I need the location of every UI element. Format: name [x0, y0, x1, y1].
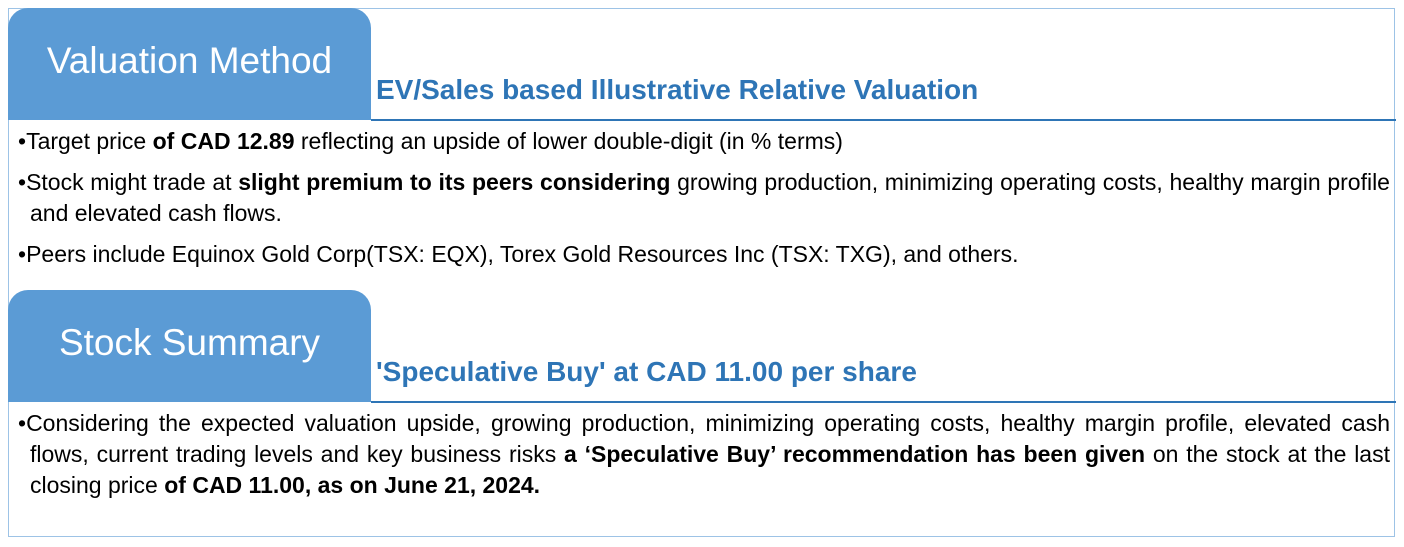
text: reflecting an upside of lower double-dig…	[294, 128, 843, 154]
heading-divider	[371, 401, 1396, 403]
bold-text: slight premium to its peers considering	[238, 169, 671, 195]
valuation-bullets: Target price of CAD 12.89 reflecting an …	[18, 126, 1390, 280]
stock-summary-tab: Stock Summary	[8, 290, 371, 402]
summary-heading: 'Speculative Buy' at CAD 11.00 per share	[376, 356, 917, 387]
heading-divider	[371, 119, 1396, 121]
bullet-item: Considering the expected valuation upsid…	[18, 408, 1390, 501]
bullet-item: Target price of CAD 12.89 reflecting an …	[18, 126, 1390, 157]
text: on the stock at the last closing price	[30, 441, 1390, 498]
valuation-heading: EV/Sales based Illustrative Relative Val…	[376, 74, 979, 105]
text: growing production, minimizing operating…	[30, 169, 1390, 226]
text: Considering the expected valuation upsid…	[26, 410, 1390, 467]
text: Peers include Equinox Gold Corp(TSX: EQX…	[26, 241, 1019, 267]
bold-text: a ‘Speculative Buy’ recommendation has b…	[564, 441, 1146, 467]
bullet-item: Stock might trade at slight premium to i…	[18, 167, 1390, 229]
summary-bullets: Considering the expected valuation upsid…	[18, 408, 1390, 511]
bold-text: of CAD 11.00, as on June 21, 2024.	[164, 472, 541, 498]
bullet-item: Peers include Equinox Gold Corp(TSX: EQX…	[18, 239, 1390, 270]
text: Stock might trade at	[26, 169, 239, 195]
text: Target price	[26, 128, 153, 154]
valuation-method-tab: Valuation Method	[8, 8, 371, 120]
document-frame	[8, 8, 1395, 537]
bold-text: of CAD 12.89	[152, 128, 295, 154]
